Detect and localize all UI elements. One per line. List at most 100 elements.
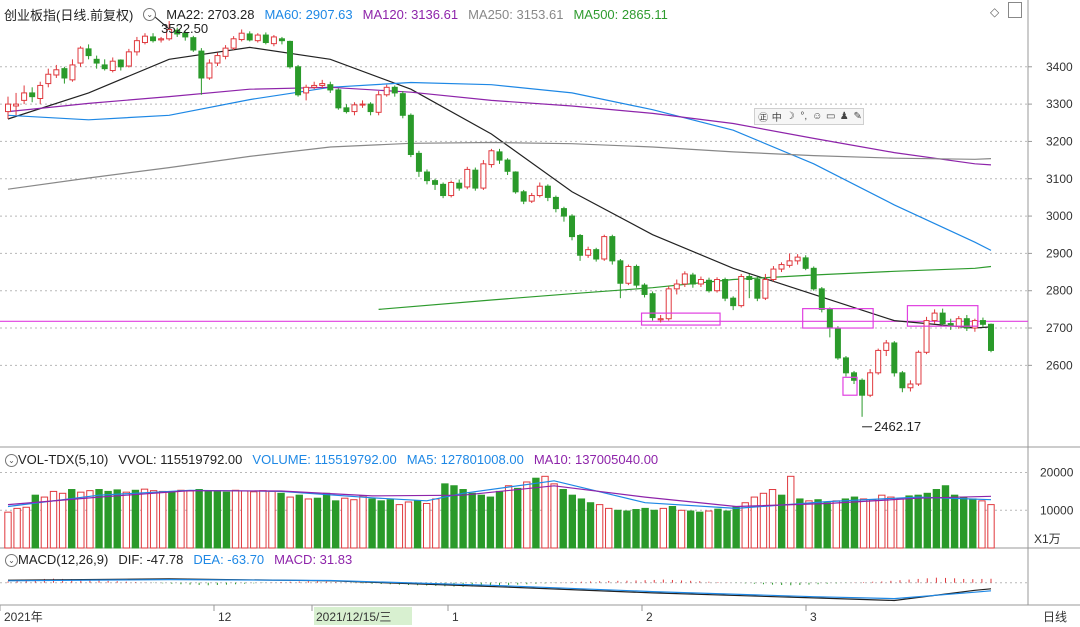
candle (351, 104, 358, 113)
candle (166, 28, 173, 40)
candle (150, 36, 157, 42)
candle (617, 260, 624, 284)
y-tick-label: 2800 (1046, 284, 1073, 298)
volume-bar (13, 507, 21, 549)
volume-bar (450, 485, 458, 549)
candle (722, 279, 729, 299)
vol-ma10-line (7, 485, 992, 508)
candle (440, 183, 447, 197)
ime-toolbar[interactable]: ㊣中 ☽ °, ☺ ▭ ♟ ✎ (754, 108, 864, 125)
wrench-icon[interactable]: ✎ (853, 111, 862, 122)
volume-bar (222, 491, 231, 549)
volume-bar (641, 507, 649, 549)
candle (979, 320, 986, 325)
volume-bar (859, 498, 868, 549)
volume-bar (404, 501, 413, 549)
volume-bar (277, 492, 285, 549)
candle (988, 323, 994, 351)
candle (238, 32, 245, 41)
macd-label: MACD: 31.83 (274, 551, 353, 567)
main-title: 创业板指(日线.前复权) (4, 7, 134, 23)
volume-bar (686, 510, 695, 549)
x-tick-label: 2021年 (4, 610, 43, 624)
y-tick-label: 3200 (1046, 134, 1073, 148)
candle (786, 260, 793, 266)
candle (818, 288, 825, 310)
volume-bar (177, 489, 185, 549)
candle (464, 168, 471, 188)
candle (577, 234, 584, 256)
candle (432, 180, 439, 185)
y-tick-label: 2600 (1046, 358, 1073, 372)
vol-dropdown-icon[interactable]: ⌄ (5, 454, 18, 467)
macd-dropdown-icon[interactable]: ⌄ (5, 554, 18, 567)
y-tick-label: 2900 (1046, 246, 1073, 260)
candle (593, 249, 600, 260)
emoji-icon[interactable]: ☺ (812, 111, 823, 122)
candle (278, 38, 285, 42)
settings-icon[interactable]: ㊣ (758, 113, 769, 124)
volume-bar (723, 510, 731, 549)
punctuation-icon[interactable]: °, (800, 111, 808, 122)
volume-bar (122, 491, 131, 549)
volume-bar (259, 490, 267, 549)
high-annotation: 3522.50 (161, 21, 208, 36)
candle (851, 372, 858, 381)
candle (714, 279, 721, 292)
candle (754, 279, 761, 299)
candle (262, 34, 269, 44)
candle (746, 276, 753, 281)
candle (399, 93, 406, 116)
date-highlight (314, 607, 412, 625)
volume-bar (732, 506, 740, 549)
vol-ma10-label: MA10: 137005040.00 (533, 451, 659, 467)
volume-bar (905, 495, 913, 549)
volume-bar (659, 507, 668, 549)
volume-bar (595, 504, 604, 549)
candle (528, 195, 535, 202)
volume-bar (632, 509, 640, 549)
candle (520, 191, 527, 202)
highlight-box (640, 312, 721, 326)
candle (496, 151, 503, 161)
candle (569, 215, 576, 238)
keyboard-icon[interactable]: ▭ (826, 111, 836, 122)
volume-bar (468, 492, 476, 549)
highlight-box (842, 376, 858, 396)
ma60-label: MA60: 2907.63 (264, 6, 353, 22)
y-tick-label: 3400 (1046, 60, 1073, 74)
dif-label: DIF: -47.78 (118, 551, 184, 567)
candle (907, 383, 914, 389)
candle (133, 40, 140, 53)
dropdown-icon[interactable]: ⌄ (143, 7, 157, 21)
candle (915, 351, 922, 385)
candle (21, 92, 28, 101)
candle (705, 279, 712, 292)
candle (335, 89, 342, 109)
volume-bar (422, 502, 431, 549)
candle (560, 208, 567, 217)
moon-icon[interactable]: ☽ (785, 111, 795, 122)
panel-toggle-icon[interactable] (1008, 2, 1022, 18)
candle (859, 379, 866, 396)
volume-bar (386, 499, 394, 549)
candle (5, 103, 11, 113)
vol-header: VOL-TDX(5,10) VVOL: 115519792.00 VOLUME:… (4, 450, 658, 468)
candle (158, 38, 165, 41)
vvol-label: VVOL: 115519792.00 (118, 451, 243, 467)
volume-bar (850, 496, 859, 549)
chinese-input-icon[interactable]: 中 (771, 113, 782, 124)
volume-bar (350, 499, 358, 549)
volume-bar (623, 510, 631, 549)
volume-bar (523, 481, 531, 549)
volume-bar (696, 511, 704, 549)
volume-bar (131, 489, 140, 549)
candle (891, 342, 898, 374)
diamond-icon[interactable]: ◇ (990, 5, 1000, 19)
user-icon[interactable]: ♟ (839, 111, 849, 122)
candle (359, 103, 366, 106)
volume-bar (322, 492, 331, 549)
candle (448, 181, 455, 197)
candle (198, 50, 205, 79)
